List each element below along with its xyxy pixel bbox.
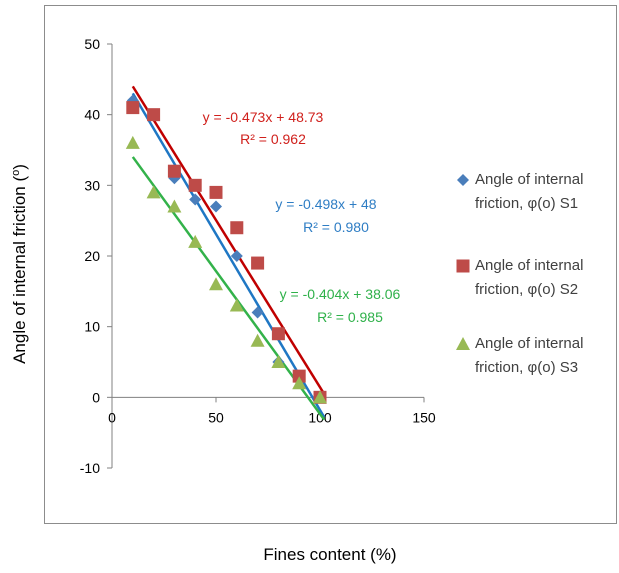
equation-s3: y = -0.404x + 38.06 [280,286,401,302]
trendlines [131,85,326,421]
equation-s2: y = -0.473x + 48.73 [203,109,324,125]
legend-label-s2: friction, φ(o) S2 [475,281,578,298]
point-s3 [125,135,140,149]
y-tick-label: 0 [92,389,100,405]
trendline-s2 [131,85,326,395]
axes: -10 0 10 20 30 40 50 0 50 100 150 [80,36,436,476]
legend-marker-s2 [456,259,470,273]
r-squared-s1: R² = 0.980 [303,219,369,235]
legend-label-s3: friction, φ(o) S3 [475,359,578,376]
point-s2 [167,164,181,178]
point-s1 [251,306,264,319]
point-s2 [188,178,202,192]
point-s2 [271,327,285,341]
y-tick-label: 10 [84,319,100,335]
point-s1 [230,250,243,262]
trendline-labels: y = -0.498x + 48 R² = 0.980 y = -0.473x + … [203,109,401,325]
point-s2 [292,369,306,383]
legend-marker-s1 [457,174,469,186]
point-s3 [292,376,307,390]
point-s3 [271,355,286,368]
legend-label-s1: friction, φ(o) S1 [475,195,578,212]
legend: Angle of internal friction, φ(o) S1 Angle … [456,171,583,376]
point-s3 [313,390,327,404]
data-points [125,94,327,404]
trendline-s1 [131,92,326,418]
x-tick-label: 0 [108,409,116,425]
point-s3 [229,298,244,312]
legend-label-s1: Angle of internal [475,171,583,188]
point-s2 [230,221,244,235]
y-axis-title: Angle of internal friction (o) [10,164,29,364]
point-s3 [167,199,182,213]
y-tick-label: -10 [80,460,100,476]
point-s2 [147,108,161,122]
trendline-s3 [131,156,326,421]
x-tick-label: 100 [308,409,332,425]
r-squared-s3: R² = 0.985 [317,309,383,325]
y-tick-label: 30 [84,177,100,193]
legend-marker-s3 [456,337,470,350]
point-s2 [251,256,265,270]
point-s1 [189,193,202,206]
point-s3 [209,277,223,291]
legend-label-s2: Angle of internal [475,257,583,274]
point-s3 [146,185,161,199]
x-axis-title: Fines content (%) [263,545,396,564]
point-s2 [209,185,223,199]
x-tick-label: 50 [208,409,224,425]
point-s2 [126,101,140,115]
point-s1 [210,200,222,213]
x-tick-label: 150 [412,409,436,425]
legend-label-s3: Angle of internal [475,335,583,352]
point-s3 [188,234,203,248]
equation-s1: y = -0.498x + 48 [275,196,376,212]
point-s3 [250,333,265,347]
y-tick-label: 20 [84,248,100,264]
y-tick-label: 50 [84,36,100,52]
chart-area-border [44,5,617,524]
r-squared-s2: R² = 0.962 [240,131,306,147]
y-tick-label: 40 [84,107,100,123]
